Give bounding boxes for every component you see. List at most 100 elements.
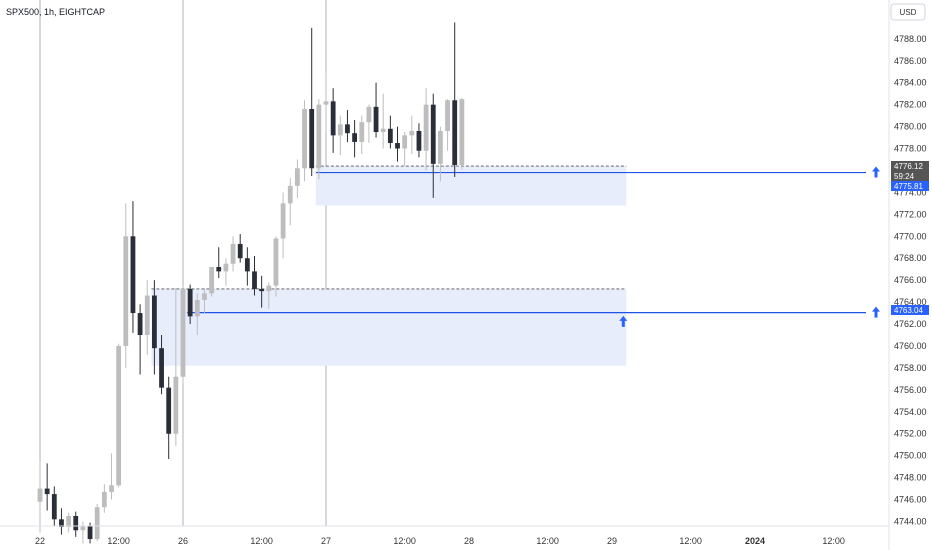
candle-body <box>359 122 365 142</box>
time-tick-label: 29 <box>607 536 617 546</box>
candle-body <box>59 519 64 527</box>
candle-body <box>302 109 307 169</box>
candle-body <box>309 109 315 169</box>
zone-box <box>151 288 627 366</box>
price-badge <box>891 305 929 315</box>
candle-body <box>416 130 422 151</box>
price-tick-label: 4770.00 <box>894 231 927 241</box>
price-tick-label: 4756.00 <box>894 385 927 395</box>
candle-body <box>109 485 114 492</box>
price-tick-label: 4764.00 <box>894 297 927 307</box>
price-tick-label: 4768.00 <box>894 253 927 263</box>
candle-body <box>159 348 164 388</box>
price-tick-label: 4782.00 <box>894 100 927 110</box>
candle-body <box>423 104 429 151</box>
candle-body <box>295 168 300 186</box>
candle-body <box>409 130 415 136</box>
candle-body <box>44 488 50 495</box>
price-badge <box>891 181 929 191</box>
price-badge-text: 4776.12 <box>894 162 923 171</box>
price-tick-label: 4762.00 <box>894 319 927 329</box>
candle-body <box>452 100 458 165</box>
candle-body <box>216 266 222 272</box>
price-tick-label: 4774.00 <box>894 187 927 197</box>
candle-body <box>187 288 193 317</box>
candle-body <box>123 236 129 346</box>
price-badge-text: 4763.04 <box>894 306 923 315</box>
candle-body <box>316 104 322 169</box>
candle-body <box>137 313 143 336</box>
currency-button-label: USD <box>900 8 917 17</box>
candle-body <box>445 100 450 131</box>
price-tick-label: 4784.00 <box>894 78 927 88</box>
up-arrow-icon <box>872 166 880 178</box>
price-badge <box>891 161 929 171</box>
candle-body <box>438 130 443 164</box>
candle-body <box>152 295 157 349</box>
currency-button[interactable] <box>890 3 926 21</box>
candle-body <box>66 516 71 527</box>
candle-body <box>395 143 400 149</box>
candle-body <box>337 124 343 136</box>
price-tick-label: 4788.00 <box>894 34 927 44</box>
candle-body <box>287 185 293 204</box>
candle-body <box>202 293 207 300</box>
price-tick-label: 4760.00 <box>894 341 927 351</box>
price-badge <box>891 171 929 181</box>
price-tick-label: 4758.00 <box>894 363 927 373</box>
candle-body <box>387 128 393 144</box>
candle-body <box>259 288 265 292</box>
candle-body <box>180 288 186 377</box>
price-tick-label: 4744.00 <box>894 517 927 527</box>
price-tick-label: 4748.00 <box>894 473 927 483</box>
candle-body <box>237 243 243 259</box>
candle-body <box>194 299 200 317</box>
candle-body <box>73 516 79 531</box>
candle-body <box>230 243 236 264</box>
candle-body <box>166 387 172 434</box>
candle-body <box>345 124 350 134</box>
candle-body <box>223 263 229 272</box>
candle-body <box>144 295 150 336</box>
candle-body <box>402 135 408 149</box>
candle-body <box>94 507 100 540</box>
candle-body <box>244 258 250 272</box>
candle-body <box>430 104 436 164</box>
candle-body <box>101 491 107 508</box>
candle-body <box>330 101 336 136</box>
candle-body <box>130 236 136 314</box>
candle-body <box>459 99 465 165</box>
time-tick-label: 12:00 <box>393 536 416 546</box>
symbol-label: SPX500, 1h, EIGHTCAP <box>6 7 105 17</box>
time-tick-label: 12:00 <box>107 536 130 546</box>
candle-body <box>323 101 329 105</box>
candle-body <box>266 285 272 292</box>
price-tick-label: 4754.00 <box>894 407 927 417</box>
candle-body <box>380 128 386 133</box>
candle-body <box>280 203 286 239</box>
candle-body <box>209 266 214 294</box>
candle-body <box>116 345 122 486</box>
time-tick-label: 12:00 <box>536 536 559 546</box>
candle-body <box>366 106 372 123</box>
price-badge-text: 4775.81 <box>894 182 923 191</box>
time-tick-label: 27 <box>321 536 331 546</box>
price-tick-label: 4746.00 <box>894 495 927 505</box>
price-tick-label: 4778.00 <box>894 144 927 154</box>
up-arrow-icon <box>872 306 880 318</box>
time-tick-label: 12:00 <box>822 536 845 546</box>
time-tick-label: 22 <box>35 536 45 546</box>
time-tick-label: 12:00 <box>250 536 273 546</box>
price-tick-label: 4750.00 <box>894 451 927 461</box>
candle-body <box>373 106 379 133</box>
time-tick-label: 28 <box>464 536 474 546</box>
candle-body <box>173 376 179 434</box>
price-tick-label: 4780.00 <box>894 122 927 132</box>
candle-body <box>80 525 86 531</box>
candle-body <box>273 238 279 286</box>
candle-body <box>51 494 57 520</box>
time-tick-label: 12:00 <box>679 536 702 546</box>
